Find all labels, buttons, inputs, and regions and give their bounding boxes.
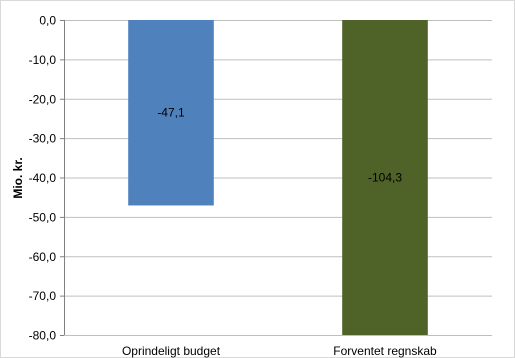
y-tick-label: -10,0	[29, 53, 57, 67]
bars	[128, 20, 428, 335]
category-labels: Oprindeligt budget Forventet regnskab	[122, 344, 437, 358]
y-tick-labels: 0,0 -10,0 -20,0 -30,0 -40,0 -50,0 -60,0 -70,0 -8…	[29, 14, 57, 343]
data-labels: -47,1 -104,3	[157, 106, 402, 185]
y-tick-label: -30,0	[29, 132, 57, 146]
bar	[342, 20, 428, 335]
y-axis-label: Mio. kr.	[11, 157, 25, 198]
bar	[128, 20, 214, 206]
data-label: -47,1	[157, 106, 185, 120]
y-tick-label: -70,0	[29, 289, 57, 303]
data-label: -104,3	[368, 171, 402, 185]
category-label: Oprindeligt budget	[122, 344, 221, 358]
y-tick-label: 0,0	[39, 14, 56, 28]
y-tick-label: -60,0	[29, 250, 57, 264]
y-tick-label: -20,0	[29, 92, 57, 106]
y-tick-label: -40,0	[29, 171, 57, 185]
y-tick-label: -50,0	[29, 210, 57, 224]
y-tick-label: -80,0	[29, 329, 57, 343]
category-label: Forventet regnskab	[333, 344, 437, 358]
